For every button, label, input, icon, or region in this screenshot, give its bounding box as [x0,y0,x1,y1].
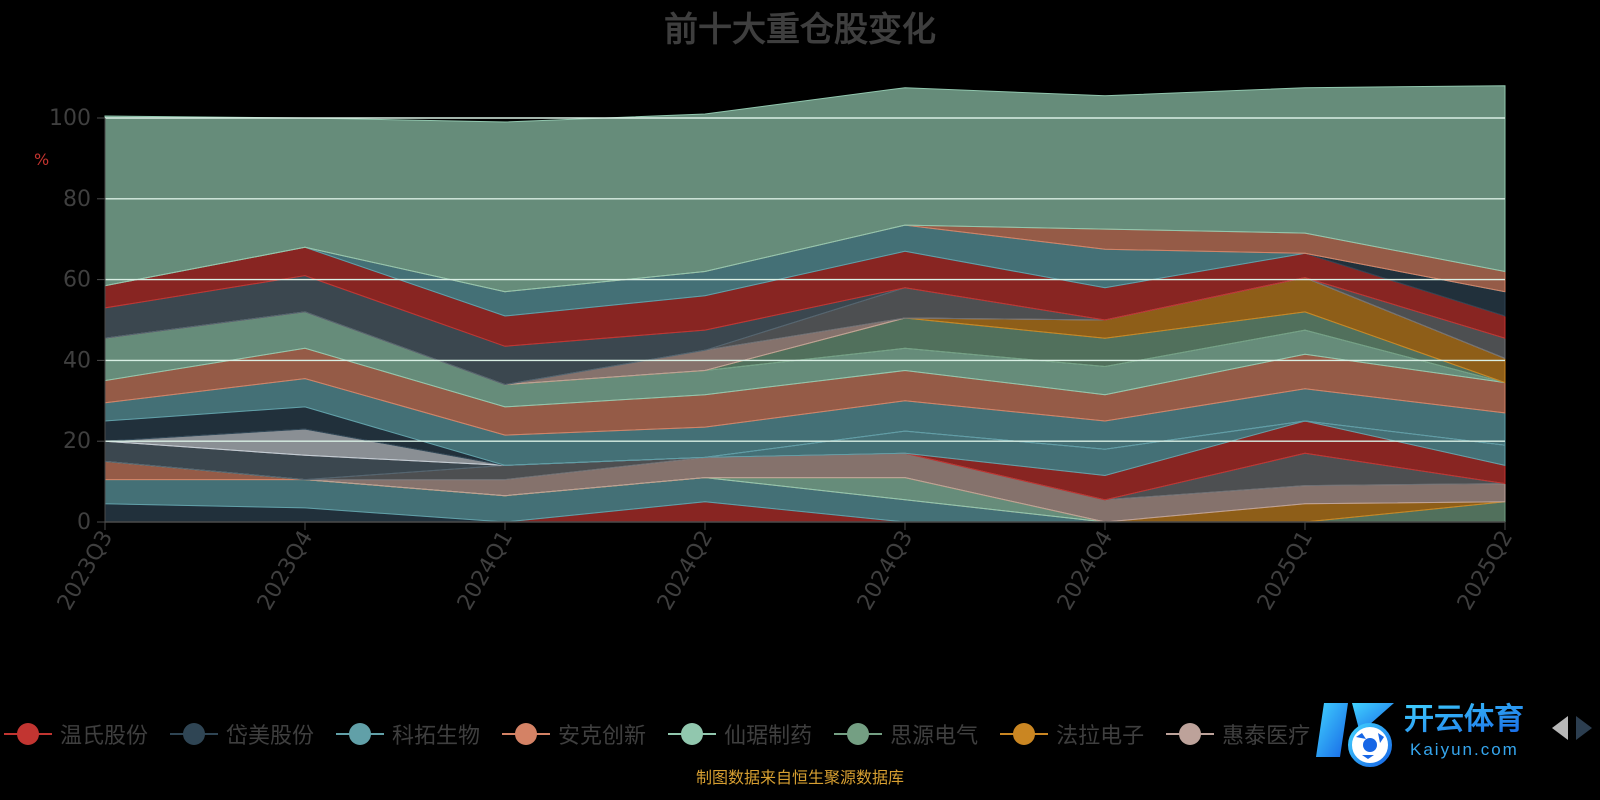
legend: 温氏股份 岱美股份 科拓生物 安克创新 仙琚制药 思源电气 法拉电子 惠泰医疗 [0,716,1600,752]
areas-layer [104,85,1506,523]
y-tick-label: 20 [63,429,91,454]
y-tick-label: 40 [63,348,91,373]
legend-marker-icon [336,722,385,746]
legend-dot-icon [183,723,206,745]
legend-dot-icon [1013,723,1036,745]
legend-marker-icon [668,722,717,746]
legend-label: 安克创新 [558,724,647,749]
legend-label: 惠泰医疗 [1222,724,1311,749]
chart-title: 前十大重仓股变化 [664,10,936,50]
y-tick-label: 100 [49,106,91,131]
legend-label: 科拓生物 [392,724,481,749]
x-tick-label: 2024Q3 [853,527,918,615]
legend-item[interactable]: 思源电气 [834,718,978,750]
legend-item[interactable]: 岱美股份 [170,718,314,750]
x-tick-label: 2024Q2 [653,527,718,615]
legend-marker-icon [170,722,219,746]
legend-label: 岱美股份 [226,724,315,749]
x-tick-label: 2025Q2 [1453,527,1518,615]
x-tick-label: 2024Q1 [453,527,518,615]
legend-marker-icon [834,722,883,746]
legend-label: 思源电气 [890,724,979,749]
legend-marker-icon [4,722,52,746]
legend-item[interactable]: 温氏股份 [4,718,148,750]
x-tick-label: 2024Q4 [1053,527,1118,615]
legend-marker-icon [502,722,551,746]
legend-item[interactable]: 安克创新 [502,718,646,750]
legend-item[interactable]: 法拉电子 [1000,718,1144,750]
legend-item[interactable]: 科拓生物 [336,718,480,750]
legend-item[interactable]: 惠泰医疗 [1166,718,1310,750]
legend-label: 温氏股份 [60,724,149,749]
legend-dot-icon [1179,723,1202,745]
legend-dot-icon [17,723,39,745]
legend-dot-icon [515,723,538,745]
legend-prev-icon[interactable] [1552,716,1568,740]
data-source-footer: 制图数据来自恒生聚源数据库 [695,768,904,787]
legend-marker-icon [1166,722,1215,746]
legend-marker-icon [1000,722,1049,746]
legend-label: 法拉电子 [1056,724,1145,749]
legend-dot-icon [847,723,870,745]
x-tick-label: 2025Q1 [1253,527,1318,615]
legend-item[interactable]: 仙琚制药 [668,718,812,750]
x-tick-label: 2023Q4 [253,527,318,615]
y-tick-label: 0 [77,510,91,535]
legend-label: 仙琚制药 [724,724,813,749]
legend-dot-icon [681,723,704,745]
legend-dot-icon [349,723,372,745]
x-tick-label: 2023Q3 [53,527,118,615]
legend-next-icon[interactable] [1576,716,1592,740]
area-series-27 [104,85,1506,293]
y-tick-label: 80 [63,187,91,212]
y-tick-label: 60 [63,268,91,293]
grid-layer [105,117,1505,442]
y-axis-unit: % [34,150,50,169]
legend-pagination [1552,716,1592,740]
